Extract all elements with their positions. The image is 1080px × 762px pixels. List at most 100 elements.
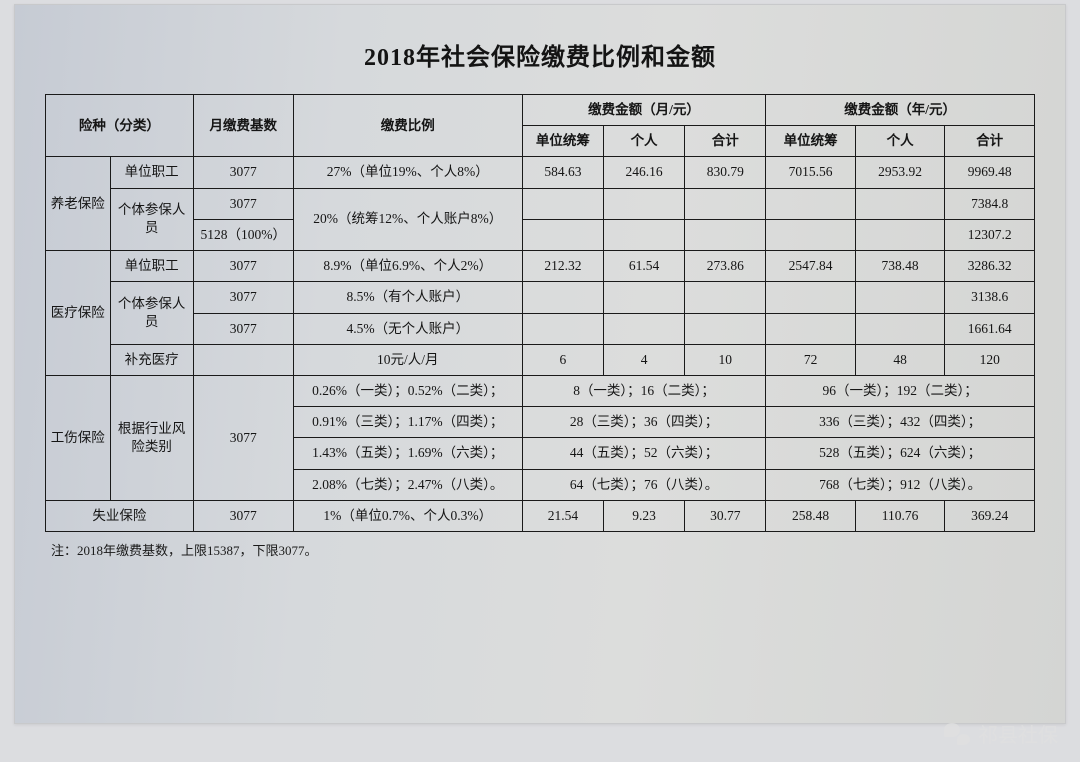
header-personal: 个人	[855, 126, 945, 157]
header-total: 合计	[945, 126, 1035, 157]
wechat-icon	[944, 723, 970, 745]
subcategory: 补充医疗	[110, 344, 193, 375]
cell-base	[193, 344, 293, 375]
cell-value	[603, 188, 684, 219]
cell-value: 110.76	[855, 500, 945, 531]
cell-value: 10	[685, 344, 766, 375]
cell-value: 4	[603, 344, 684, 375]
category-injury: 工伤保险	[46, 375, 111, 500]
category-pension: 养老保险	[46, 157, 111, 251]
cell-value: 2547.84	[766, 251, 856, 282]
cell-base: 5128（100%）	[193, 219, 293, 250]
cell-value: 7384.8	[945, 188, 1035, 219]
cell-value: 768（七类）；912（八类）。	[766, 469, 1035, 500]
cell-base: 3077	[193, 251, 293, 282]
cell-value: 369.24	[945, 500, 1035, 531]
category-medical: 医疗保险	[46, 251, 111, 376]
table-row: 工伤保险 根据行业风险类别 3077 0.26%（一类）；0.52%（二类）； …	[46, 375, 1035, 406]
cell-value	[522, 282, 603, 313]
subcategory: 单位职工	[110, 251, 193, 282]
table-row: 5128（100%） 12307.2	[46, 219, 1035, 250]
cell-value: 7015.56	[766, 157, 856, 188]
cell-value	[685, 188, 766, 219]
table-row: 医疗保险 单位职工 3077 8.9%（单位6.9%、个人2%） 212.32 …	[46, 251, 1035, 282]
cell-value	[766, 282, 856, 313]
cell-value: 28（三类）；36（四类）；	[522, 407, 766, 438]
cell-base: 3077	[193, 157, 293, 188]
cell-rate: 20%（统筹12%、个人账户8%）	[293, 188, 522, 250]
header-base: 月缴费基数	[193, 95, 293, 157]
cell-value: 48	[855, 344, 945, 375]
cell-value: 64（七类）；76（八类）。	[522, 469, 766, 500]
cell-value	[522, 313, 603, 344]
header-rate: 缴费比例	[293, 95, 522, 157]
cell-rate: 10元/人/月	[293, 344, 522, 375]
cell-value: 273.86	[685, 251, 766, 282]
cell-value	[766, 219, 856, 250]
cell-value	[522, 219, 603, 250]
cell-value: 72	[766, 344, 856, 375]
cell-value	[603, 282, 684, 313]
cell-value: 8（一类）；16（二类）；	[522, 375, 766, 406]
footnote: 注：2018年缴费基数，上限15387，下限3077。	[45, 540, 1035, 559]
cell-value	[855, 282, 945, 313]
cell-value	[766, 188, 856, 219]
cell-base: 3077	[193, 313, 293, 344]
cell-base: 3077	[193, 188, 293, 219]
cell-value: 584.63	[522, 157, 603, 188]
table-header-row: 险种（分类） 月缴费基数 缴费比例 缴费金额（月/元） 缴费金额（年/元）	[46, 95, 1035, 126]
cell-rate: 4.5%（无个人账户）	[293, 313, 522, 344]
cell-rate: 0.91%（三类）；1.17%（四类）；	[293, 407, 522, 438]
category-unemployment: 失业保险	[46, 500, 194, 531]
cell-value: 258.48	[766, 500, 856, 531]
cell-value	[603, 313, 684, 344]
cell-value: 2953.92	[855, 157, 945, 188]
cell-rate: 27%（单位19%、个人8%）	[293, 157, 522, 188]
insurance-table: 险种（分类） 月缴费基数 缴费比例 缴费金额（月/元） 缴费金额（年/元） 单位…	[45, 94, 1035, 532]
cell-rate: 1.43%（五类）；1.69%（六类）；	[293, 438, 522, 469]
cell-value	[522, 188, 603, 219]
table-row: 个体参保人员 3077 8.5%（有个人账户） 3138.6	[46, 282, 1035, 313]
cell-rate: 8.5%（有个人账户）	[293, 282, 522, 313]
document-paper: 2018年社会保险缴费比例和金额 险种（分类） 月缴费基数 缴费比例 缴费金额（…	[14, 4, 1066, 724]
cell-value: 12307.2	[945, 219, 1035, 250]
watermark-text: 祁县社保	[978, 719, 1058, 748]
cell-value: 30.77	[685, 500, 766, 531]
cell-value	[855, 313, 945, 344]
cell-value	[685, 313, 766, 344]
cell-value: 738.48	[855, 251, 945, 282]
table-row: 3077 4.5%（无个人账户） 1661.64	[46, 313, 1035, 344]
cell-value: 246.16	[603, 157, 684, 188]
table-row: 补充医疗 10元/人/月 6 4 10 72 48 120	[46, 344, 1035, 375]
cell-value: 3138.6	[945, 282, 1035, 313]
cell-rate: 8.9%（单位6.9%、个人2%）	[293, 251, 522, 282]
cell-rate: 0.26%（一类）；0.52%（二类）；	[293, 375, 522, 406]
cell-value: 830.79	[685, 157, 766, 188]
cell-value: 120	[945, 344, 1035, 375]
table-row: 失业保险 3077 1%（单位0.7%、个人0.3%） 21.54 9.23 3…	[46, 500, 1035, 531]
header-total: 合计	[685, 126, 766, 157]
cell-value: 528（五类）；624（六类）；	[766, 438, 1035, 469]
cell-value	[855, 219, 945, 250]
cell-value	[685, 219, 766, 250]
header-unit: 单位统筹	[522, 126, 603, 157]
cell-base: 3077	[193, 375, 293, 500]
cell-rate: 2.08%（七类）；2.47%（八类）。	[293, 469, 522, 500]
page-title: 2018年社会保险缴费比例和金额	[45, 37, 1035, 72]
cell-value: 21.54	[522, 500, 603, 531]
cell-value: 6	[522, 344, 603, 375]
cell-value: 96（一类）；192（二类）；	[766, 375, 1035, 406]
header-unit: 单位统筹	[766, 126, 856, 157]
cell-base: 3077	[193, 500, 293, 531]
cell-value: 44（五类）；52（六类）；	[522, 438, 766, 469]
table-row: 养老保险 单位职工 3077 27%（单位19%、个人8%） 584.63 24…	[46, 157, 1035, 188]
watermark: 祁县社保	[944, 719, 1058, 748]
cell-value	[766, 313, 856, 344]
header-personal: 个人	[603, 126, 684, 157]
cell-value	[855, 188, 945, 219]
cell-value: 9.23	[603, 500, 684, 531]
cell-base: 3077	[193, 282, 293, 313]
subcategory: 个体参保人员	[110, 188, 193, 250]
cell-rate: 1%（单位0.7%、个人0.3%）	[293, 500, 522, 531]
header-yearly: 缴费金额（年/元）	[766, 95, 1035, 126]
